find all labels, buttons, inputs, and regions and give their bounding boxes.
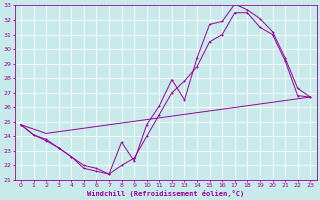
X-axis label: Windchill (Refroidissement éolien,°C): Windchill (Refroidissement éolien,°C): [87, 190, 244, 197]
